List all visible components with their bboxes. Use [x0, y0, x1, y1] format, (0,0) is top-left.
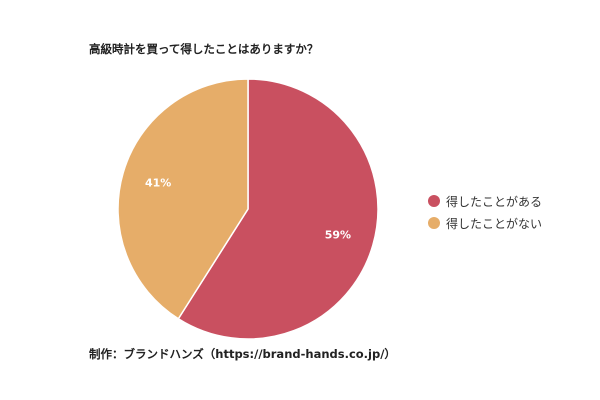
pie-slice-labels: 59% 41% — [145, 176, 351, 241]
pie-label-has-not-gained: 41% — [145, 176, 171, 189]
legend-swatch-has-gained — [428, 195, 440, 207]
legend-label-has-gained: 得したことがある — [446, 194, 543, 209]
pie-slices — [117, 78, 379, 340]
legend-item-has-gained[interactable]: 得したことがある — [428, 190, 542, 212]
source-credit: 制作：ブランドハンズ（https://brand-hands.co.jp/） — [89, 347, 396, 361]
chart-title: 高級時計を買って得したことはありますか？ — [89, 42, 319, 56]
legend-swatch-has-not-gained — [428, 217, 440, 229]
legend-item-has-not-gained[interactable]: 得したことがない — [428, 212, 542, 234]
pie-slice-has-gained[interactable] — [177, 78, 379, 340]
legend: 得したことがある 得したことがない — [428, 190, 542, 234]
legend-label-has-not-gained: 得したことがない — [446, 216, 543, 231]
pie-slice-has-not-gained[interactable] — [117, 78, 249, 320]
pie-label-has-gained: 59% — [325, 229, 351, 242]
